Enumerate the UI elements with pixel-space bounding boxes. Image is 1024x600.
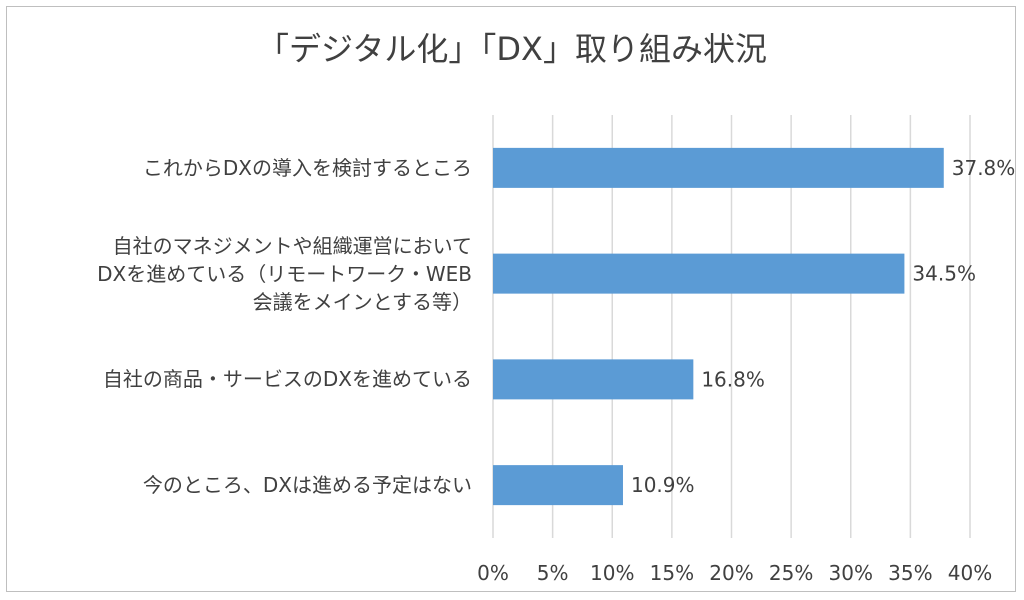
category-label-line: 自社のマネジメントや組織運営において — [112, 233, 472, 258]
category-label: 自社のマネジメントや組織運営において DXを進めている（リモートワーク・WEB 会議… — [2, 232, 472, 316]
category-label: これからDXの導入を検討するところ — [2, 154, 472, 182]
bar — [493, 359, 694, 400]
x-tick-label: 15% — [650, 561, 694, 585]
x-tick-labels: 0% 5% 10% 15% 20% 25% 30% 35% 40% — [477, 561, 992, 585]
category-label-line: 今のところ、DXは進める予定はない — [142, 473, 472, 498]
x-tick-label: 35% — [888, 561, 932, 585]
category-label: 自社の商品・サービスのDXを進めている — [2, 365, 472, 393]
category-label-line: 自社の商品・サービスのDXを進めている — [102, 367, 472, 392]
x-tick-label: 30% — [829, 561, 873, 585]
x-tick-label: 5% — [537, 561, 569, 585]
category-label-line: 会議をメインとする等） — [252, 289, 472, 314]
bars — [493, 147, 944, 506]
bar — [493, 465, 623, 506]
value-label: 16.8% — [701, 367, 765, 391]
category-label: 今のところ、DXは進める予定はない — [2, 471, 472, 499]
value-labels: 37.8% 34.5% 16.8% 10.9% — [631, 156, 1015, 497]
chart-title: 「デジタル化」「DX」取り組み状況 — [257, 30, 767, 68]
x-tick-label: 0% — [477, 561, 509, 585]
x-tick-label: 40% — [948, 561, 992, 585]
x-tick-label: 10% — [590, 561, 634, 585]
category-label-line: DXを進めている（リモートワーク・WEB — [97, 261, 472, 286]
value-label: 37.8% — [952, 156, 1016, 180]
value-label: 10.9% — [631, 473, 695, 497]
bar — [493, 253, 905, 294]
x-tick-label: 25% — [769, 561, 813, 585]
x-tick-label: 20% — [709, 561, 753, 585]
value-label: 34.5% — [912, 262, 976, 286]
bar — [493, 147, 944, 188]
category-label-line: これからDXの導入を検討するところ — [142, 155, 472, 180]
